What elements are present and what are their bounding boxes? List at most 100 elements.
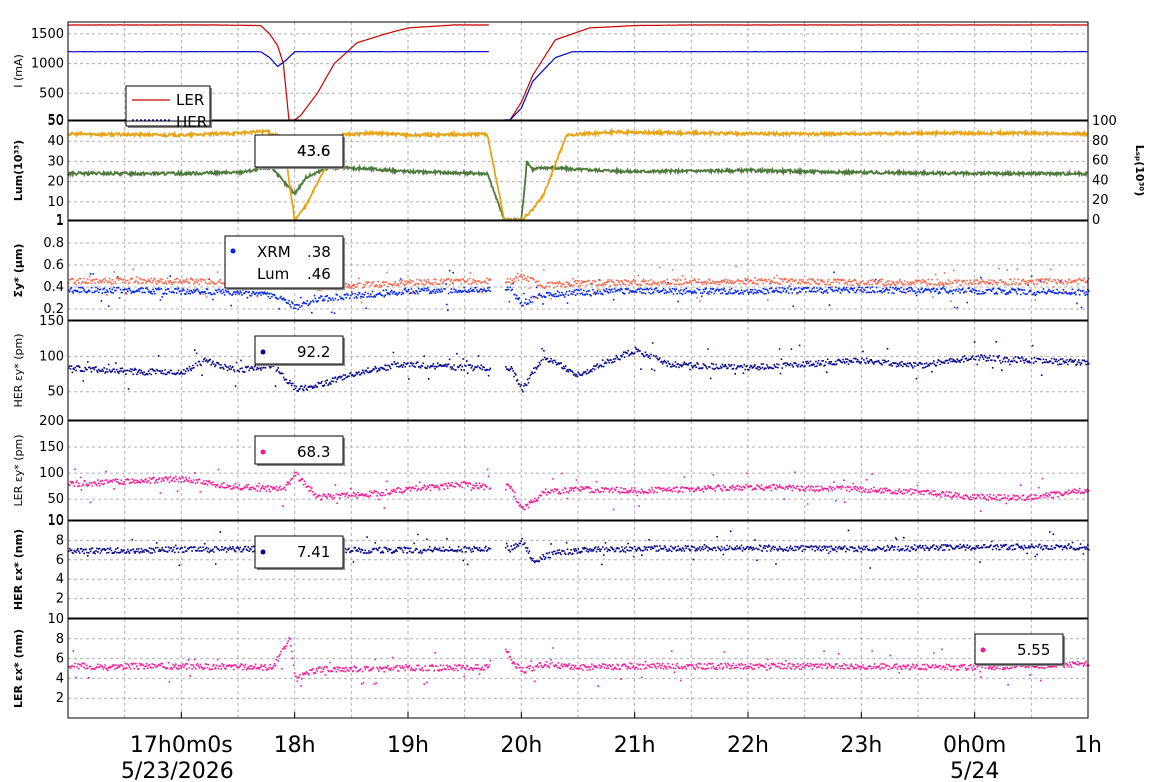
y-tick-label: 6 — [56, 553, 64, 568]
panel-frame — [67, 618, 1089, 719]
y-tick-label: 2 — [56, 691, 64, 706]
y-tick-label: 30 — [47, 154, 64, 169]
y2-tick-label: 60 — [1092, 154, 1109, 169]
series-points — [68, 637, 1090, 687]
y-tick-label: 1 — [56, 214, 64, 229]
series-her — [67, 50, 1088, 121]
legend-label-lum: Lum — [257, 265, 289, 283]
y2-axis-label: Lₛₚ(10³⁰) — [1133, 145, 1146, 196]
y-tick-label: 10 — [47, 514, 64, 529]
x-axis: 17h0m0s 18h 19h 20h 21h 22h 23h 0h0m 1h 5/23/2026… — [121, 712, 1102, 782]
x-tick-label: 19h — [387, 733, 429, 758]
y-axis-label: I (mA) — [12, 54, 25, 88]
y-axis-label: Lum(10³³) — [12, 140, 25, 201]
series-ler — [68, 462, 1090, 512]
series-line — [68, 24, 1088, 121]
y-tick-label: 0.4 — [43, 280, 64, 295]
x-date-label: 5/24 — [950, 759, 999, 782]
panel-frame — [67, 120, 1089, 221]
y-tick-label: 10 — [47, 612, 64, 627]
panel-frame — [67, 320, 1089, 421]
panel-frame — [67, 420, 1089, 521]
y-tick-label: 50 — [47, 492, 64, 507]
value-text: 92.2 — [297, 343, 330, 361]
y2-tick-label: 40 — [1092, 173, 1109, 188]
series-points — [68, 462, 1090, 512]
y-tick-label: 500 — [39, 86, 64, 101]
y2-tick-label: 100 — [1092, 114, 1117, 129]
y-axis-label: LER εy* (pm) — [12, 435, 25, 507]
value-label: 7.41 — [254, 535, 345, 570]
y-tick-label: 1000 — [31, 57, 64, 72]
y-axis-label: HER εy* (pm) — [12, 333, 25, 407]
y-tick-label: 40 — [47, 134, 64, 149]
value-text: 7.41 — [297, 543, 330, 561]
panel-7: 2 4 6 8 10 LER εx* (nm) 5.55 — [12, 612, 1090, 719]
panel-frame — [67, 21, 1089, 121]
value-label: XRM .38 Lum .46 — [224, 235, 345, 290]
y-tick-label: 20 — [47, 175, 64, 190]
series-points — [68, 265, 1090, 304]
y-tick-label: 8 — [56, 533, 64, 548]
y-tick-label: 150 — [39, 440, 64, 455]
y-tick-label: 4 — [56, 671, 64, 686]
panel-1: 500 1000 1500 50 I (mA) LER HER — [12, 21, 1089, 131]
y2-tick-label: 80 — [1092, 134, 1109, 149]
series-line — [67, 160, 1088, 222]
panel-6: 2 4 6 8 10 HER εx* (nm) 7.41 — [12, 514, 1090, 619]
series-ler — [68, 24, 1088, 121]
y-tick-label: 50 — [47, 114, 64, 129]
series-her — [68, 341, 1090, 393]
legend-label-xrm: XRM — [257, 243, 291, 261]
panel-frame — [67, 220, 1089, 321]
value-label: 43.643.6 — [254, 134, 345, 169]
y-tick-label: 0.6 — [43, 258, 64, 273]
y-tick-label: 10 — [47, 513, 64, 528]
series-points — [68, 341, 1090, 393]
legend-label-ler: LER — [176, 91, 204, 109]
y-tick-label: 6 — [56, 652, 64, 667]
y-tick-label: 2 — [56, 592, 64, 607]
y-tick-label: 50 — [47, 113, 64, 128]
y-axis-label: Σy* (μm) — [12, 244, 25, 298]
panel-frame — [67, 520, 1089, 619]
y-axis-label: HER εx* (nm) — [12, 529, 25, 610]
value-text-lsp: 43.6 — [297, 142, 330, 160]
series-lum — [67, 160, 1088, 222]
y-tick-label: 10 — [47, 195, 64, 210]
legend-label-her: HER — [176, 113, 207, 131]
value-text: 5.55 — [1017, 641, 1050, 659]
panel-4: 50 100 150 HER εy* (pm) 92.2 — [12, 314, 1090, 421]
value-text: 68.3 — [297, 443, 330, 461]
y2-tick-label: 20 — [1092, 193, 1109, 208]
value-text-lum: .46 — [307, 265, 331, 283]
x-tick-label: 17h0m0s — [130, 733, 233, 758]
y-tick-label: 150 — [39, 314, 64, 329]
x-tick-label: 21h — [614, 733, 656, 758]
y-axis-label: LER εx* (nm) — [12, 629, 25, 708]
series-ler — [68, 637, 1090, 687]
y-tick-label: 50 — [47, 385, 64, 400]
value-text-xrm: .38 — [307, 243, 331, 261]
x-tick-label: 23h — [840, 733, 882, 758]
value-label: LER HER — [125, 85, 212, 131]
y2-tick-label: 0 — [1092, 213, 1100, 228]
series-lum — [68, 265, 1090, 304]
value-label: 68.3 — [254, 435, 345, 466]
series-lsp — [67, 127, 1089, 222]
series-her — [68, 529, 1090, 569]
series-line — [67, 127, 1089, 222]
panel-3: 0.2 0.4 0.6 0.8 1 Σy* (μm) XRM .38 Lum .46 — [12, 214, 1090, 321]
y-tick-label: 200 — [39, 414, 64, 429]
y-tick-label: 1500 — [31, 27, 64, 42]
x-tick-label: 1h — [1074, 733, 1102, 758]
y-tick-label: 0.2 — [43, 302, 64, 317]
value-label: 92.2 — [254, 335, 345, 366]
y-tick-label: 100 — [39, 466, 64, 481]
x-date-label: 5/23/2026 — [121, 759, 234, 782]
series-xrm — [68, 269, 1090, 314]
y-tick-label: 4 — [56, 572, 64, 587]
y-tick-label: 8 — [56, 632, 64, 647]
